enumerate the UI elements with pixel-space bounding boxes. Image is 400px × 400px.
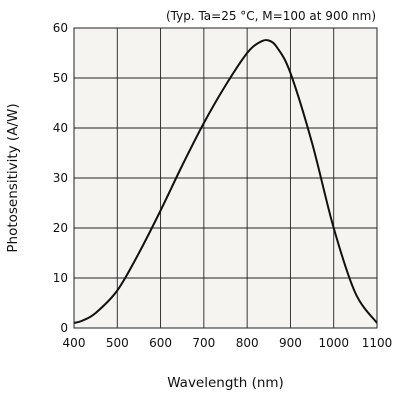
series-line [73,38,378,324]
y-tick-label: 40 [53,121,68,135]
plot-border [73,27,378,329]
x-tick-label: 800 [236,336,259,350]
x-tick-label: 500 [106,336,129,350]
chart-annotation: (Typ. Ta=25 °C, M=100 at 900 nm) [166,9,376,23]
x-tick-label: 1000 [318,336,349,350]
x-tick-label: 400 [63,336,86,350]
y-tick-label: 10 [53,271,68,285]
y-tick-label: 30 [53,171,68,185]
y-tick-label: 20 [53,221,68,235]
x-tick-label: 600 [149,336,172,350]
x-tick-label: 700 [192,336,215,350]
y-axis-label: Photosensitivity (A/W) [5,103,21,252]
y-tick-label: 50 [53,71,68,85]
x-tick-label: 900 [279,336,302,350]
y-tick-label: 60 [53,21,68,35]
x-tick-label: 1100 [362,336,393,350]
y-tick-label: 0 [60,321,68,335]
x-axis-label: Wavelength (nm) [167,375,284,391]
y-tick-labels: 0 10 20 30 40 50 60 [53,21,68,335]
x-tick-labels: 400 500 600 700 800 900 1000 1100 [63,336,393,350]
